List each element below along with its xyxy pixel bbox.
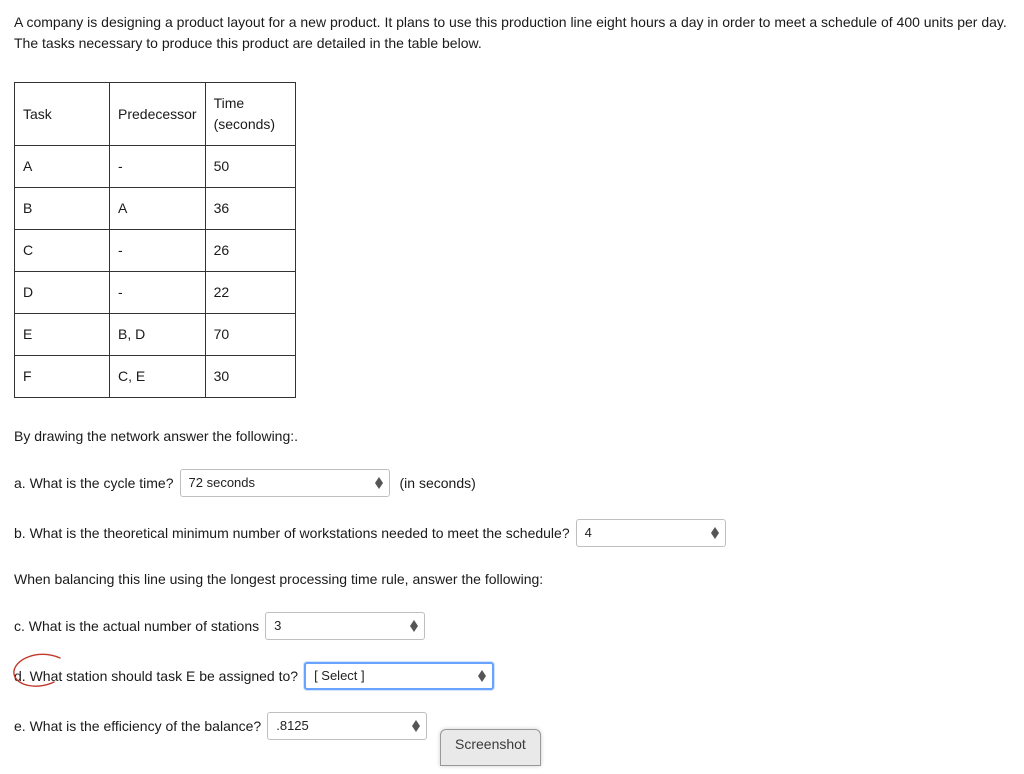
stepper-icon bbox=[412, 720, 420, 732]
balancing-rule-prompt: When balancing this line using the longe… bbox=[14, 569, 1010, 590]
cell-task: A bbox=[15, 146, 110, 188]
cell-task: D bbox=[15, 272, 110, 314]
min-stations-value: 4 bbox=[585, 523, 705, 543]
cell-pred: B, D bbox=[110, 314, 206, 356]
cell-task: E bbox=[15, 314, 110, 356]
task-e-station-value: [ Select ] bbox=[314, 666, 472, 686]
actual-stations-value: 3 bbox=[274, 616, 404, 636]
table-row: D - 22 bbox=[15, 272, 296, 314]
cell-pred: C, E bbox=[110, 356, 206, 398]
stepper-icon bbox=[711, 527, 719, 539]
cell-pred: - bbox=[110, 146, 206, 188]
cell-pred: A bbox=[110, 188, 206, 230]
question-d: d. What station should task E be assigne… bbox=[14, 662, 1010, 690]
cell-time: 30 bbox=[205, 356, 295, 398]
col-header-task: Task bbox=[15, 83, 110, 146]
stepper-icon bbox=[410, 620, 418, 632]
question-b: b. What is the theoretical minimum numbe… bbox=[14, 519, 1010, 547]
cycle-time-select[interactable]: 72 seconds bbox=[180, 469, 390, 497]
efficiency-value: .8125 bbox=[276, 716, 406, 736]
table-row: B A 36 bbox=[15, 188, 296, 230]
question-b-label: b. What is the theoretical minimum numbe… bbox=[14, 523, 570, 544]
question-a: a. What is the cycle time? 72 seconds (i… bbox=[14, 469, 1010, 497]
draw-network-prompt: By drawing the network answer the follow… bbox=[14, 426, 1010, 447]
col-header-time: Time (seconds) bbox=[205, 83, 295, 146]
cell-time: 50 bbox=[205, 146, 295, 188]
question-e-label: e. What is the efficiency of the balance… bbox=[14, 716, 261, 737]
question-a-label: a. What is the cycle time? bbox=[14, 473, 174, 494]
task-table: Task Predecessor Time (seconds) A - 50 B… bbox=[14, 82, 296, 398]
cell-task: B bbox=[15, 188, 110, 230]
question-d-label: d. What station should task E be assigne… bbox=[14, 666, 298, 687]
min-stations-select[interactable]: 4 bbox=[576, 519, 726, 547]
stepper-icon bbox=[478, 670, 486, 682]
cell-pred: - bbox=[110, 230, 206, 272]
table-row: F C, E 30 bbox=[15, 356, 296, 398]
cell-pred: - bbox=[110, 272, 206, 314]
actual-stations-select[interactable]: 3 bbox=[265, 612, 425, 640]
cycle-time-value: 72 seconds bbox=[189, 473, 369, 493]
question-c: c. What is the actual number of stations… bbox=[14, 612, 1010, 640]
cell-time: 70 bbox=[205, 314, 295, 356]
problem-intro: A company is designing a product layout … bbox=[14, 12, 1010, 54]
cell-time: 36 bbox=[205, 188, 295, 230]
table-row: C - 26 bbox=[15, 230, 296, 272]
col-header-predecessor: Predecessor bbox=[110, 83, 206, 146]
cell-task: C bbox=[15, 230, 110, 272]
stepper-icon bbox=[375, 477, 383, 489]
task-e-station-select[interactable]: [ Select ] bbox=[304, 662, 494, 690]
cell-time: 26 bbox=[205, 230, 295, 272]
table-row: E B, D 70 bbox=[15, 314, 296, 356]
question-a-unit: (in seconds) bbox=[400, 473, 476, 494]
efficiency-select[interactable]: .8125 bbox=[267, 712, 427, 740]
cell-time: 22 bbox=[205, 272, 295, 314]
table-row: A - 50 bbox=[15, 146, 296, 188]
question-c-label: c. What is the actual number of stations bbox=[14, 616, 259, 637]
cell-task: F bbox=[15, 356, 110, 398]
table-header-row: Task Predecessor Time (seconds) bbox=[15, 83, 296, 146]
